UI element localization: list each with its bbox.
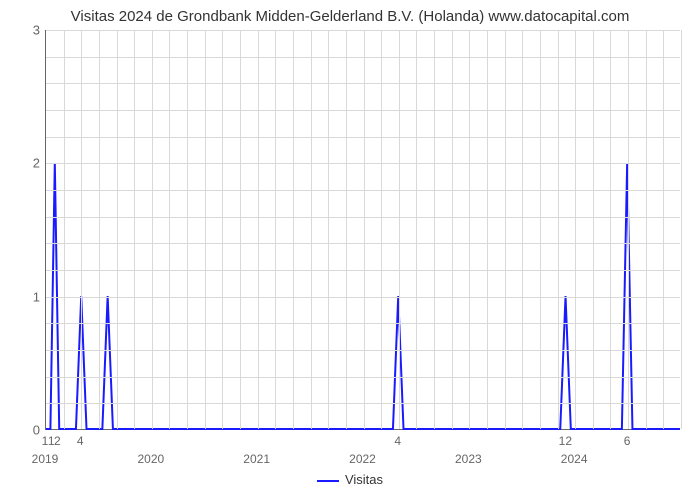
ytick-label: 3 (25, 23, 40, 38)
vgrid-line (205, 30, 206, 429)
vgrid-line (328, 30, 329, 429)
xtick-minor-label: 12 (559, 434, 572, 448)
vgrid-line (169, 30, 170, 429)
chart-title: Visitas 2024 de Grondbank Midden-Gelderl… (0, 8, 700, 25)
legend-label: Visitas (345, 472, 383, 487)
vgrid-line (593, 30, 594, 429)
legend: Visitas (0, 472, 700, 487)
xtick-major-label: 2022 (349, 452, 376, 466)
xtick-minor-label: 2 (54, 434, 61, 448)
vgrid-line (469, 30, 470, 429)
vgrid-line (134, 30, 135, 429)
vgrid-line (346, 30, 347, 429)
vgrid-line (452, 30, 453, 429)
xtick-major-label: 2020 (137, 452, 164, 466)
vgrid-line (364, 30, 365, 429)
xtick-minor-label: 6 (624, 434, 631, 448)
vgrid-line (117, 30, 118, 429)
vgrid-line (222, 30, 223, 429)
vgrid-line (540, 30, 541, 429)
xtick-major-label: 2021 (243, 452, 270, 466)
chart-container: Visitas 2024 de Grondbank Midden-Gelderl… (0, 0, 700, 500)
ytick-label: 0 (25, 423, 40, 438)
vgrid-line (64, 30, 65, 429)
ytick-label: 2 (25, 156, 40, 171)
vgrid-line (311, 30, 312, 429)
vgrid-line (505, 30, 506, 429)
vgrid-line (416, 30, 417, 429)
xtick-major-label: 2024 (561, 452, 588, 466)
vgrid-line (628, 30, 629, 429)
vgrid-line (187, 30, 188, 429)
vgrid-line (575, 30, 576, 429)
vgrid-line (646, 30, 647, 429)
vgrid-line (487, 30, 488, 429)
ytick-label: 1 (25, 289, 40, 304)
xtick-major-label: 2019 (32, 452, 59, 466)
vgrid-line (99, 30, 100, 429)
xtick-minor-label: 4 (394, 434, 401, 448)
vgrid-line (681, 30, 682, 429)
vgrid-line (381, 30, 382, 429)
vgrid-line (275, 30, 276, 429)
vgrid-line (399, 30, 400, 429)
xtick-major-label: 2023 (455, 452, 482, 466)
vgrid-line (522, 30, 523, 429)
vgrid-line (152, 30, 153, 429)
legend-swatch (317, 480, 339, 482)
vgrid-line (434, 30, 435, 429)
xtick-minor-label: 4 (77, 434, 84, 448)
vgrid-line (610, 30, 611, 429)
plot-area (45, 30, 680, 430)
vgrid-line (81, 30, 82, 429)
vgrid-line (240, 30, 241, 429)
vgrid-line (558, 30, 559, 429)
vgrid-line (663, 30, 664, 429)
vgrid-line (293, 30, 294, 429)
vgrid-line (258, 30, 259, 429)
